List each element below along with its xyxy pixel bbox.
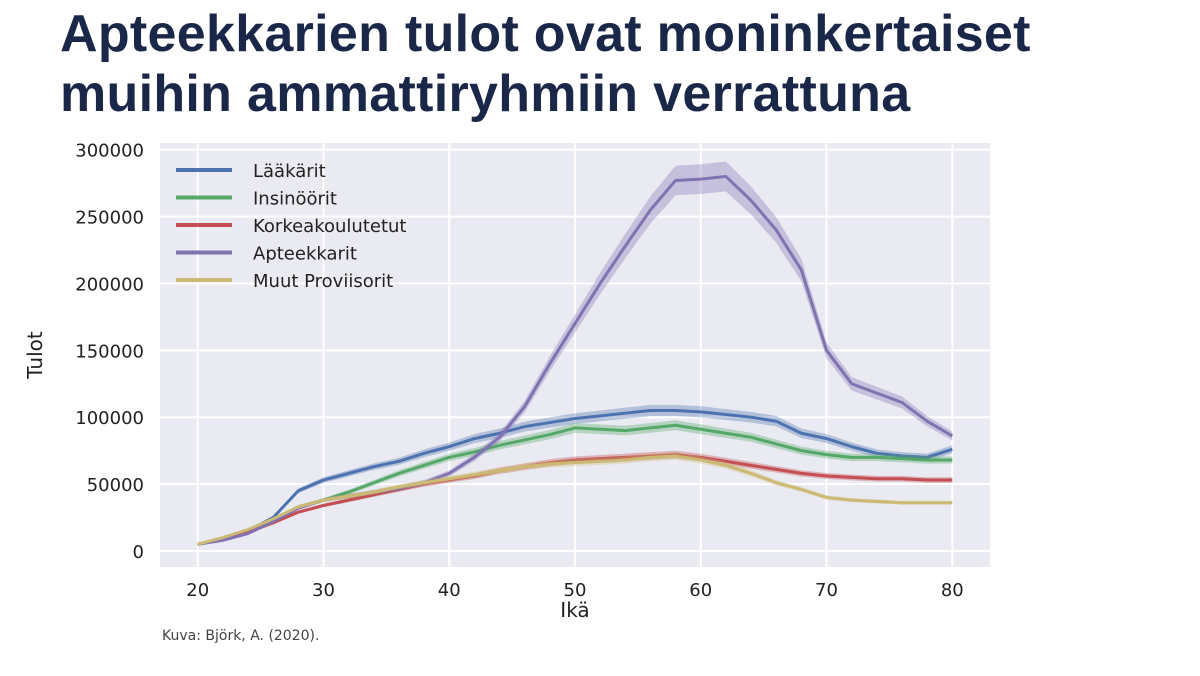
legend-label: Apteekkarit xyxy=(253,244,357,265)
legend-label: Insinöörit xyxy=(253,189,337,210)
y-tick-label: 50000 xyxy=(87,475,144,496)
y-tick-label: 0 xyxy=(133,542,144,563)
y-tick-label: 250000 xyxy=(75,208,144,229)
y-axis-label: Tulot xyxy=(23,331,47,380)
x-axis-label: Ikä xyxy=(560,598,589,622)
title-line-1: Apteekkarien tulot ovat moninkertaiset xyxy=(60,5,1031,63)
legend-label: Muut Proviisorit xyxy=(253,271,393,292)
title-line-2: muihin ammattiryhmiin verrattuna xyxy=(60,65,911,123)
x-tick-label: 30 xyxy=(312,580,335,601)
y-tick-label: 200000 xyxy=(75,274,144,295)
x-tick-label: 60 xyxy=(689,580,712,601)
y-tick-label: 300000 xyxy=(75,141,144,162)
x-tick-label: 50 xyxy=(564,580,587,601)
figure-caption: Kuva: Björk, A. (2020). xyxy=(162,628,320,644)
slide-title: Apteekkarien tulot ovat moninkertaiset mu… xyxy=(60,4,1031,124)
x-tick-label: 40 xyxy=(438,580,461,601)
series-muut-proviisorit xyxy=(197,452,953,546)
y-tick-label: 150000 xyxy=(75,341,144,362)
legend-label: Korkeakoulutetut xyxy=(253,216,406,237)
legend-label: Lääkärit xyxy=(253,161,326,182)
y-tick-label: 100000 xyxy=(75,408,144,429)
x-tick-label: 20 xyxy=(186,580,209,601)
series-lääkärit xyxy=(197,404,953,546)
confidence-band xyxy=(197,452,953,545)
x-tick-label: 80 xyxy=(941,580,964,601)
x-tick-label: 70 xyxy=(815,580,838,601)
